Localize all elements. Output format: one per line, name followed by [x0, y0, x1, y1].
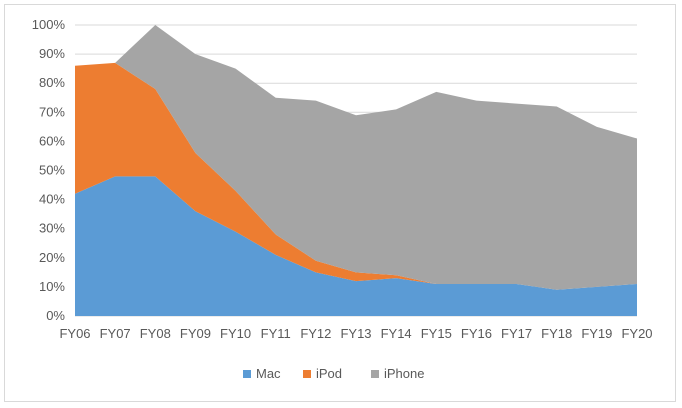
x-tick-label: FY12: [300, 326, 331, 341]
x-tick-label: FY13: [340, 326, 371, 341]
y-axis-ticks: 0% 10% 20% 30% 40% 50% 60% 70% 80% 90% 100%: [32, 17, 66, 323]
areas: [75, 25, 637, 316]
y-tick-label: 10%: [39, 279, 65, 294]
legend-label-mac: Mac: [256, 366, 281, 381]
y-tick-label: 20%: [39, 250, 65, 265]
x-tick-label: FY14: [381, 326, 412, 341]
x-tick-label: FY16: [461, 326, 492, 341]
x-tick-label: FY08: [140, 326, 171, 341]
y-tick-label: 30%: [39, 221, 65, 236]
x-tick-label: FY09: [180, 326, 211, 341]
area-mac: [75, 176, 637, 316]
y-tick-label: 90%: [39, 46, 65, 61]
x-tick-label: FY18: [541, 326, 572, 341]
x-tick-label: FY15: [421, 326, 452, 341]
x-tick-label: FY19: [581, 326, 612, 341]
y-tick-label: 70%: [39, 104, 65, 119]
x-tick-label: FY17: [501, 326, 532, 341]
x-tick-label: FY10: [220, 326, 251, 341]
x-axis-ticks: FY06 FY07 FY08 FY09 FY10 FY11 FY12 FY13 FY14 FY15…: [59, 326, 652, 341]
legend-swatch-ipod: [303, 370, 311, 378]
legend-swatch-iphone: [371, 370, 379, 378]
legend-swatch-mac: [243, 370, 251, 378]
y-tick-label: 40%: [39, 192, 65, 207]
legend-label-iphone: iPhone: [384, 366, 424, 381]
y-tick-label: 50%: [39, 163, 65, 178]
legend-label-ipod: iPod: [316, 366, 342, 381]
x-tick-label: FY20: [621, 326, 652, 341]
x-tick-label: FY11: [261, 326, 291, 341]
legend: Mac iPod iPhone: [243, 366, 424, 381]
area-ipod: [75, 62, 637, 290]
stacked-area-chart: 0%10%20%30%40%50%60%70%80%90%100% FY06 FY…: [32, 17, 653, 381]
y-tick-label: 60%: [39, 133, 65, 148]
y-tick-label: 80%: [39, 75, 65, 90]
area-iphone: [75, 25, 637, 290]
x-tick-label: FY06: [59, 326, 90, 341]
chart-frame: 0% 10% 20% 30% 40% 50% 60% 70% 80% 90% 100% FY06 FY…: [4, 4, 676, 402]
x-tick-label: FY07: [100, 326, 131, 341]
y-tick-label: 100%: [32, 17, 66, 32]
y-tick-label: 0%: [46, 308, 65, 323]
